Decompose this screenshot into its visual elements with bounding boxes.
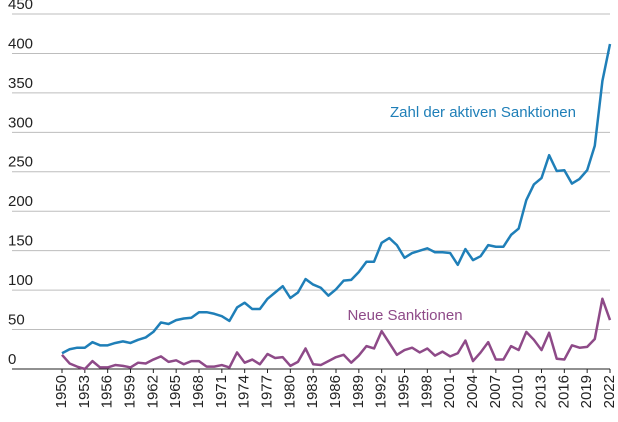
x-tick-label: 1977 [258, 375, 275, 408]
x-tick-label: 1959 [121, 375, 138, 408]
y-tick-label: 100 [8, 272, 33, 289]
x-tick-label: 2022 [601, 375, 618, 408]
x-tick-label: 2001 [441, 375, 458, 408]
y-tick-label: 350 [8, 75, 33, 92]
x-tick-label: 2007 [487, 375, 504, 408]
series-line [61, 43, 612, 355]
x-tick-label: 2010 [510, 375, 527, 408]
x-tick-label: 1983 [304, 375, 321, 408]
x-tick-label: 1986 [327, 375, 344, 408]
y-tick-label: 50 [8, 312, 25, 329]
x-tick-label: 1974 [236, 375, 253, 408]
x-tick-label: 1962 [144, 375, 161, 408]
x-tick-label: 2004 [464, 375, 481, 408]
x-tick-label: 1989 [350, 375, 367, 408]
series-line [61, 297, 612, 371]
x-tick-label: 1968 [190, 375, 207, 408]
x-tick-label: 2019 [578, 375, 595, 408]
x-tick-label: 1953 [76, 375, 93, 408]
y-tick-label: 400 [8, 35, 33, 52]
y-tick-label: 450 [8, 0, 33, 13]
x-tick-label: 2013 [532, 375, 549, 408]
x-tick-label: 2016 [555, 375, 572, 408]
x-tick-label: 1950 [53, 375, 70, 408]
y-tick-label: 200 [8, 193, 33, 210]
y-tick-label: 150 [8, 233, 33, 250]
series-label: Zahl der aktiven Sanktionen [390, 104, 576, 121]
x-tick-label: 1971 [213, 375, 230, 408]
x-tick-label: 1965 [167, 375, 184, 408]
y-tick-label: 250 [8, 154, 33, 171]
series-label: Neue Sanktionen [347, 307, 462, 324]
y-tick-label: 300 [8, 114, 33, 131]
x-tick-label: 1998 [418, 375, 435, 408]
y-tick-label: 0 [8, 351, 16, 368]
x-tick-label: 1992 [373, 375, 390, 408]
x-tick-label: 1995 [395, 375, 412, 408]
x-tick-label: 1980 [281, 375, 298, 408]
x-tick-label: 1956 [99, 375, 116, 408]
